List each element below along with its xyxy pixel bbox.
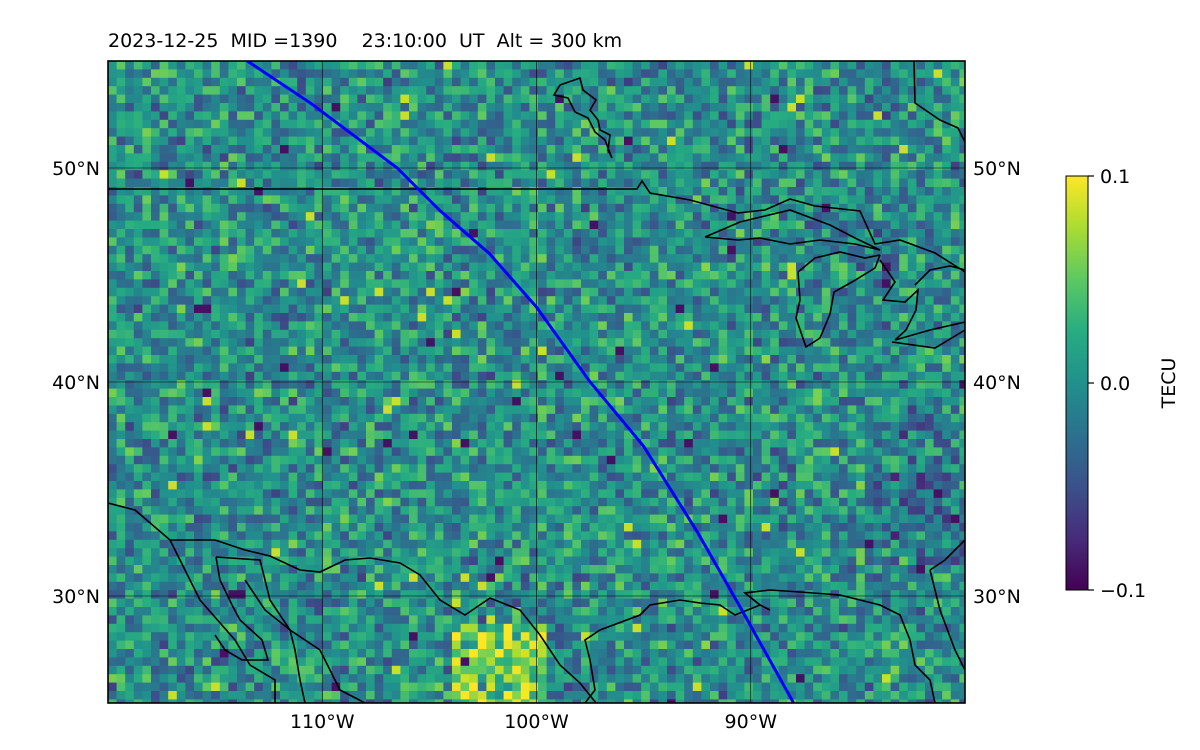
map-frame — [107, 60, 966, 704]
baja-california — [214, 556, 270, 661]
lon-tick-labels: 110°W 100°W 90°W — [290, 711, 777, 733]
colorbar-tick-label: −0.1 — [1100, 580, 1146, 602]
colorbar-tick-label: 0.0 — [1100, 373, 1130, 395]
lat-tick-labels: 30°N 30°N 40°N 40°N 50°N 50°N — [52, 158, 1021, 608]
graticule — [108, 61, 965, 703]
colorbar: 0.1 0.0 −0.1 TECU — [1065, 166, 1180, 602]
lat-tick-label-left: 50°N — [52, 158, 100, 180]
coastlines — [108, 61, 965, 703]
lake-michigan — [795, 251, 881, 349]
lat-tick-label-right: 40°N — [973, 372, 1021, 394]
lake-superior — [704, 209, 881, 251]
lat-tick-label-right: 50°N — [973, 158, 1021, 180]
colorbar-tick-label: 0.1 — [1100, 166, 1130, 188]
lat-tick-label-left: 30°N — [52, 586, 100, 608]
lat-tick-label-left: 40°N — [52, 372, 100, 394]
plot-title: 2023-12-25 MID =1390 23:10:00 UT Alt = 3… — [108, 30, 623, 52]
tec-heatmap — [108, 61, 965, 703]
lon-tick-label: 110°W — [290, 711, 355, 733]
colorbar-label: TECU — [1158, 358, 1180, 410]
lake-huron — [879, 259, 965, 341]
lat-tick-label-right: 30°N — [973, 586, 1021, 608]
pacific-coast — [108, 502, 276, 703]
florida-coast — [929, 539, 965, 671]
lon-tick-label: 100°W — [504, 711, 569, 733]
lon-tick-label: 90°W — [725, 711, 778, 733]
lake-erie — [891, 329, 965, 349]
colorbar-gradient — [1065, 175, 1089, 591]
satellite-track — [246, 61, 795, 703]
hudson-bay-coast — [552, 76, 613, 159]
us-canada-border — [108, 179, 965, 273]
